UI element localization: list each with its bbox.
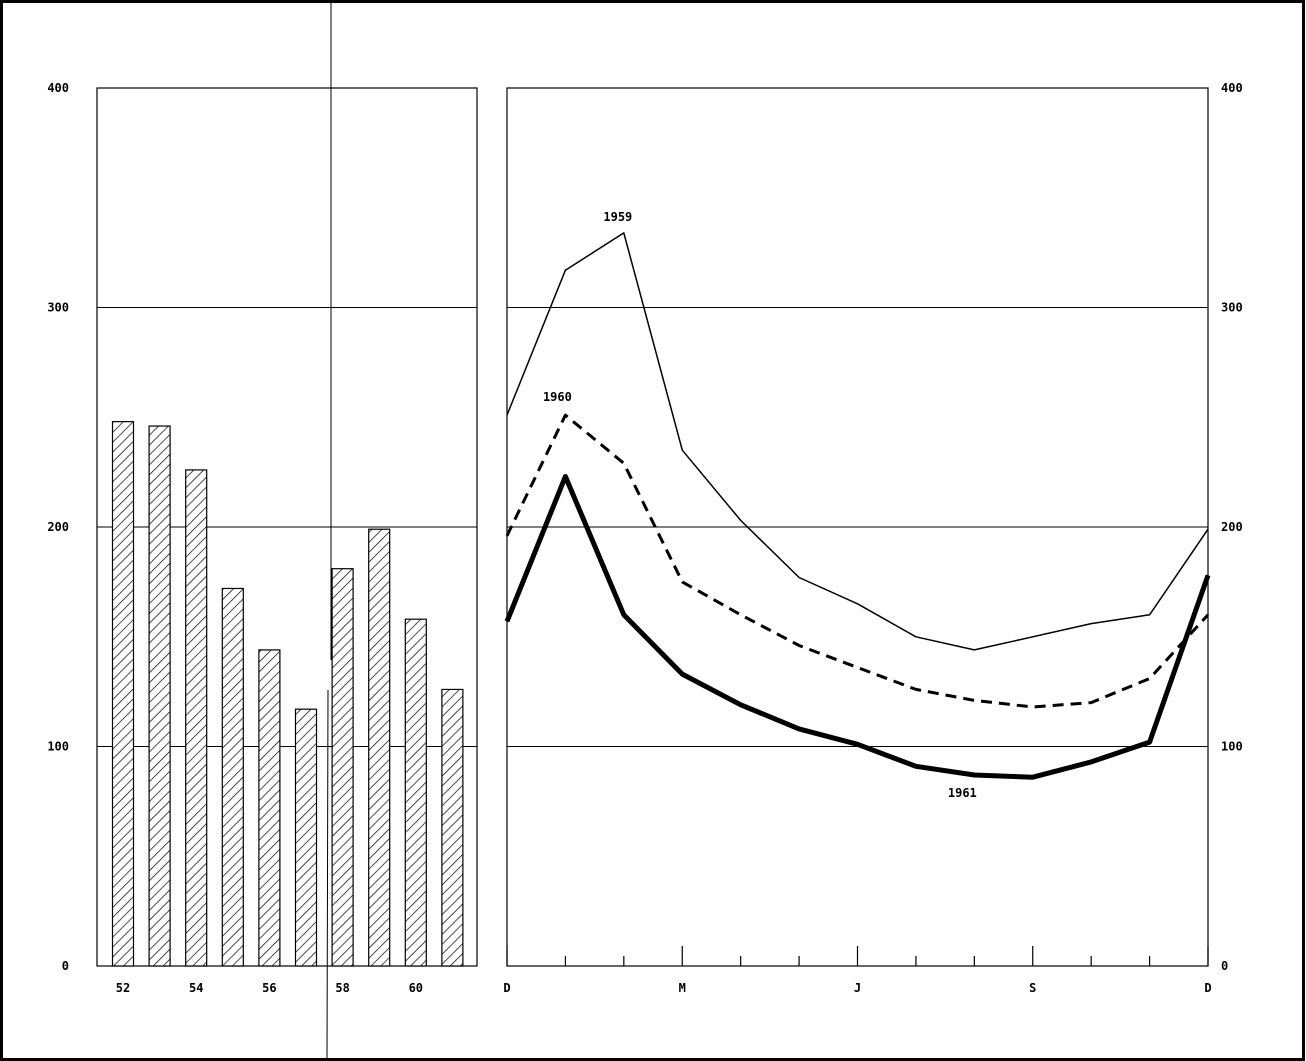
line-y-tick-label: 200 (1221, 520, 1243, 534)
line-y-tick-label: 100 (1221, 740, 1243, 754)
bar-57 (294, 708, 318, 967)
bar-53 (148, 425, 171, 967)
series-label-1961: 1961 (948, 786, 977, 800)
bar-x-tick-label: 52 (116, 981, 130, 995)
line-x-tick-label: D (503, 981, 510, 995)
bar-52 (111, 421, 135, 967)
bar-61 (441, 688, 464, 967)
bar-59 (368, 528, 391, 967)
line-y-tick-label: 400 (1221, 81, 1243, 95)
series-label-1959: 1959 (603, 210, 632, 224)
vertical-crop-line-lower (326, 689, 329, 1061)
series-label-1960: 1960 (543, 390, 572, 404)
series-line-1961 (504, 474, 1211, 780)
annual-bar-chart: 0 100 200 300 400 52 54 56 58 60 (47, 81, 478, 995)
bar-x-tick-label: 60 (409, 981, 423, 995)
bar-x-tick-label: 54 (189, 981, 203, 995)
monthly-line-chart: 0 100 200 300 400 D M J S D 1959 1960 1961 (503, 81, 1242, 995)
line-x-tick-label: J (854, 981, 861, 995)
bar-54 (185, 469, 208, 967)
series-line-1959 (506, 232, 1209, 651)
bar-56 (258, 649, 281, 967)
bar-y-tick-label: 0 (62, 959, 69, 973)
bar-x-tick-label: 56 (262, 981, 276, 995)
line-y-tick-label: 300 (1221, 301, 1243, 315)
line-y-tick-label: 0 (1221, 959, 1228, 973)
bar-55 (221, 587, 244, 967)
bar-y-tick-label: 400 (47, 81, 69, 95)
line-x-tick-label: M (679, 981, 686, 995)
bar-58 (331, 568, 354, 967)
line-x-tick-label: S (1029, 981, 1036, 995)
bar-x-tick-label: 58 (335, 981, 349, 995)
bar-y-tick-label: 300 (47, 301, 69, 315)
series-line-1960 (505, 413, 1210, 709)
bar-y-tick-label: 100 (47, 740, 69, 754)
bar-60 (404, 618, 427, 967)
line-x-tick-label: D (1204, 981, 1211, 995)
bar-y-tick-label: 200 (47, 520, 69, 534)
